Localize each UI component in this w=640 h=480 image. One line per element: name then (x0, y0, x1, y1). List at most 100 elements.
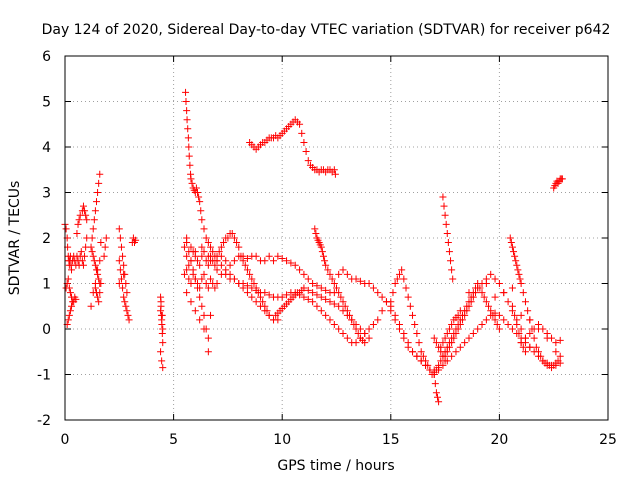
data-point (230, 257, 238, 265)
data-point (409, 348, 417, 356)
data-point (322, 286, 330, 294)
data-point (217, 252, 225, 260)
x-tick-labels: 0 5 10 15 20 25 (61, 432, 617, 448)
data-point (182, 88, 190, 96)
data-point (211, 284, 219, 292)
data-point (74, 220, 82, 228)
data-point (387, 298, 395, 306)
data-point (120, 293, 128, 301)
data-point (439, 339, 447, 347)
data-point (512, 257, 520, 265)
data-point (319, 252, 327, 260)
data-point (204, 284, 212, 292)
data-point (196, 198, 204, 206)
data-point (198, 302, 206, 310)
data-point (183, 252, 191, 260)
data-point (185, 248, 193, 256)
data-point (183, 107, 191, 115)
data-point (441, 211, 449, 219)
data-point (433, 393, 441, 401)
data-point (200, 225, 208, 233)
data-point (195, 193, 203, 201)
data-point (495, 325, 503, 333)
data-point (335, 270, 343, 278)
data-point (534, 325, 542, 333)
data-point (330, 280, 338, 287)
y-tick-label: 1 (42, 277, 51, 293)
data-point (250, 280, 258, 287)
data-point (456, 307, 464, 315)
data-point (115, 225, 123, 233)
data-point (220, 239, 228, 247)
data-point (432, 339, 440, 347)
data-point (158, 357, 166, 365)
data-point (330, 300, 338, 308)
data-point (65, 311, 73, 319)
data-point (495, 280, 503, 287)
data-point (300, 270, 308, 278)
y-tick-label: 6 (42, 49, 51, 65)
data-point (508, 302, 516, 310)
data-point (270, 316, 278, 324)
data-point (200, 248, 208, 256)
data-point (534, 348, 542, 356)
data-point (304, 286, 312, 294)
data-point (116, 234, 124, 242)
x-tick-label: 5 (169, 432, 178, 448)
data-point (510, 248, 518, 256)
data-point (507, 239, 515, 247)
data-point (448, 339, 456, 347)
data-point (452, 330, 460, 338)
data-point (517, 280, 525, 287)
data-point (400, 275, 408, 283)
data-point (123, 307, 131, 315)
data-point (456, 320, 464, 328)
data-point (472, 289, 480, 297)
data-point (317, 243, 325, 251)
y-tick-label: 4 (42, 140, 51, 156)
data-point (94, 266, 102, 274)
data-point (193, 257, 201, 265)
data-point (204, 348, 212, 356)
data-point (200, 270, 208, 278)
data-point (180, 270, 188, 278)
data-point (204, 334, 212, 342)
data-point (115, 257, 123, 265)
data-point (95, 179, 103, 187)
data-point (448, 266, 456, 274)
data-point (339, 298, 347, 306)
data-point (465, 302, 473, 310)
data-point (554, 357, 562, 365)
data-point (552, 348, 560, 356)
data-point (352, 325, 360, 333)
data-point (97, 239, 105, 247)
data-point (89, 225, 97, 233)
data-point (309, 280, 317, 287)
data-point (352, 275, 360, 283)
data-point (62, 225, 70, 233)
y-tick-label: 5 (42, 95, 51, 111)
data-point (361, 339, 369, 347)
data-point (556, 336, 564, 344)
data-point (278, 254, 286, 262)
data-point (461, 339, 469, 347)
data-point (204, 252, 212, 260)
data-point (469, 293, 477, 301)
data-point (309, 289, 317, 297)
data-point (235, 243, 243, 251)
data-point (348, 316, 356, 324)
data-point (120, 270, 128, 278)
data-point (230, 275, 238, 283)
data-point (378, 307, 386, 315)
data-point (430, 371, 438, 378)
data-point (115, 280, 123, 287)
data-point (313, 291, 321, 299)
data-point (521, 348, 529, 356)
data-point (95, 298, 103, 306)
data-point (343, 270, 351, 278)
data-point (124, 311, 132, 319)
data-point (296, 120, 304, 128)
data-point (191, 275, 199, 283)
data-point (82, 211, 90, 219)
